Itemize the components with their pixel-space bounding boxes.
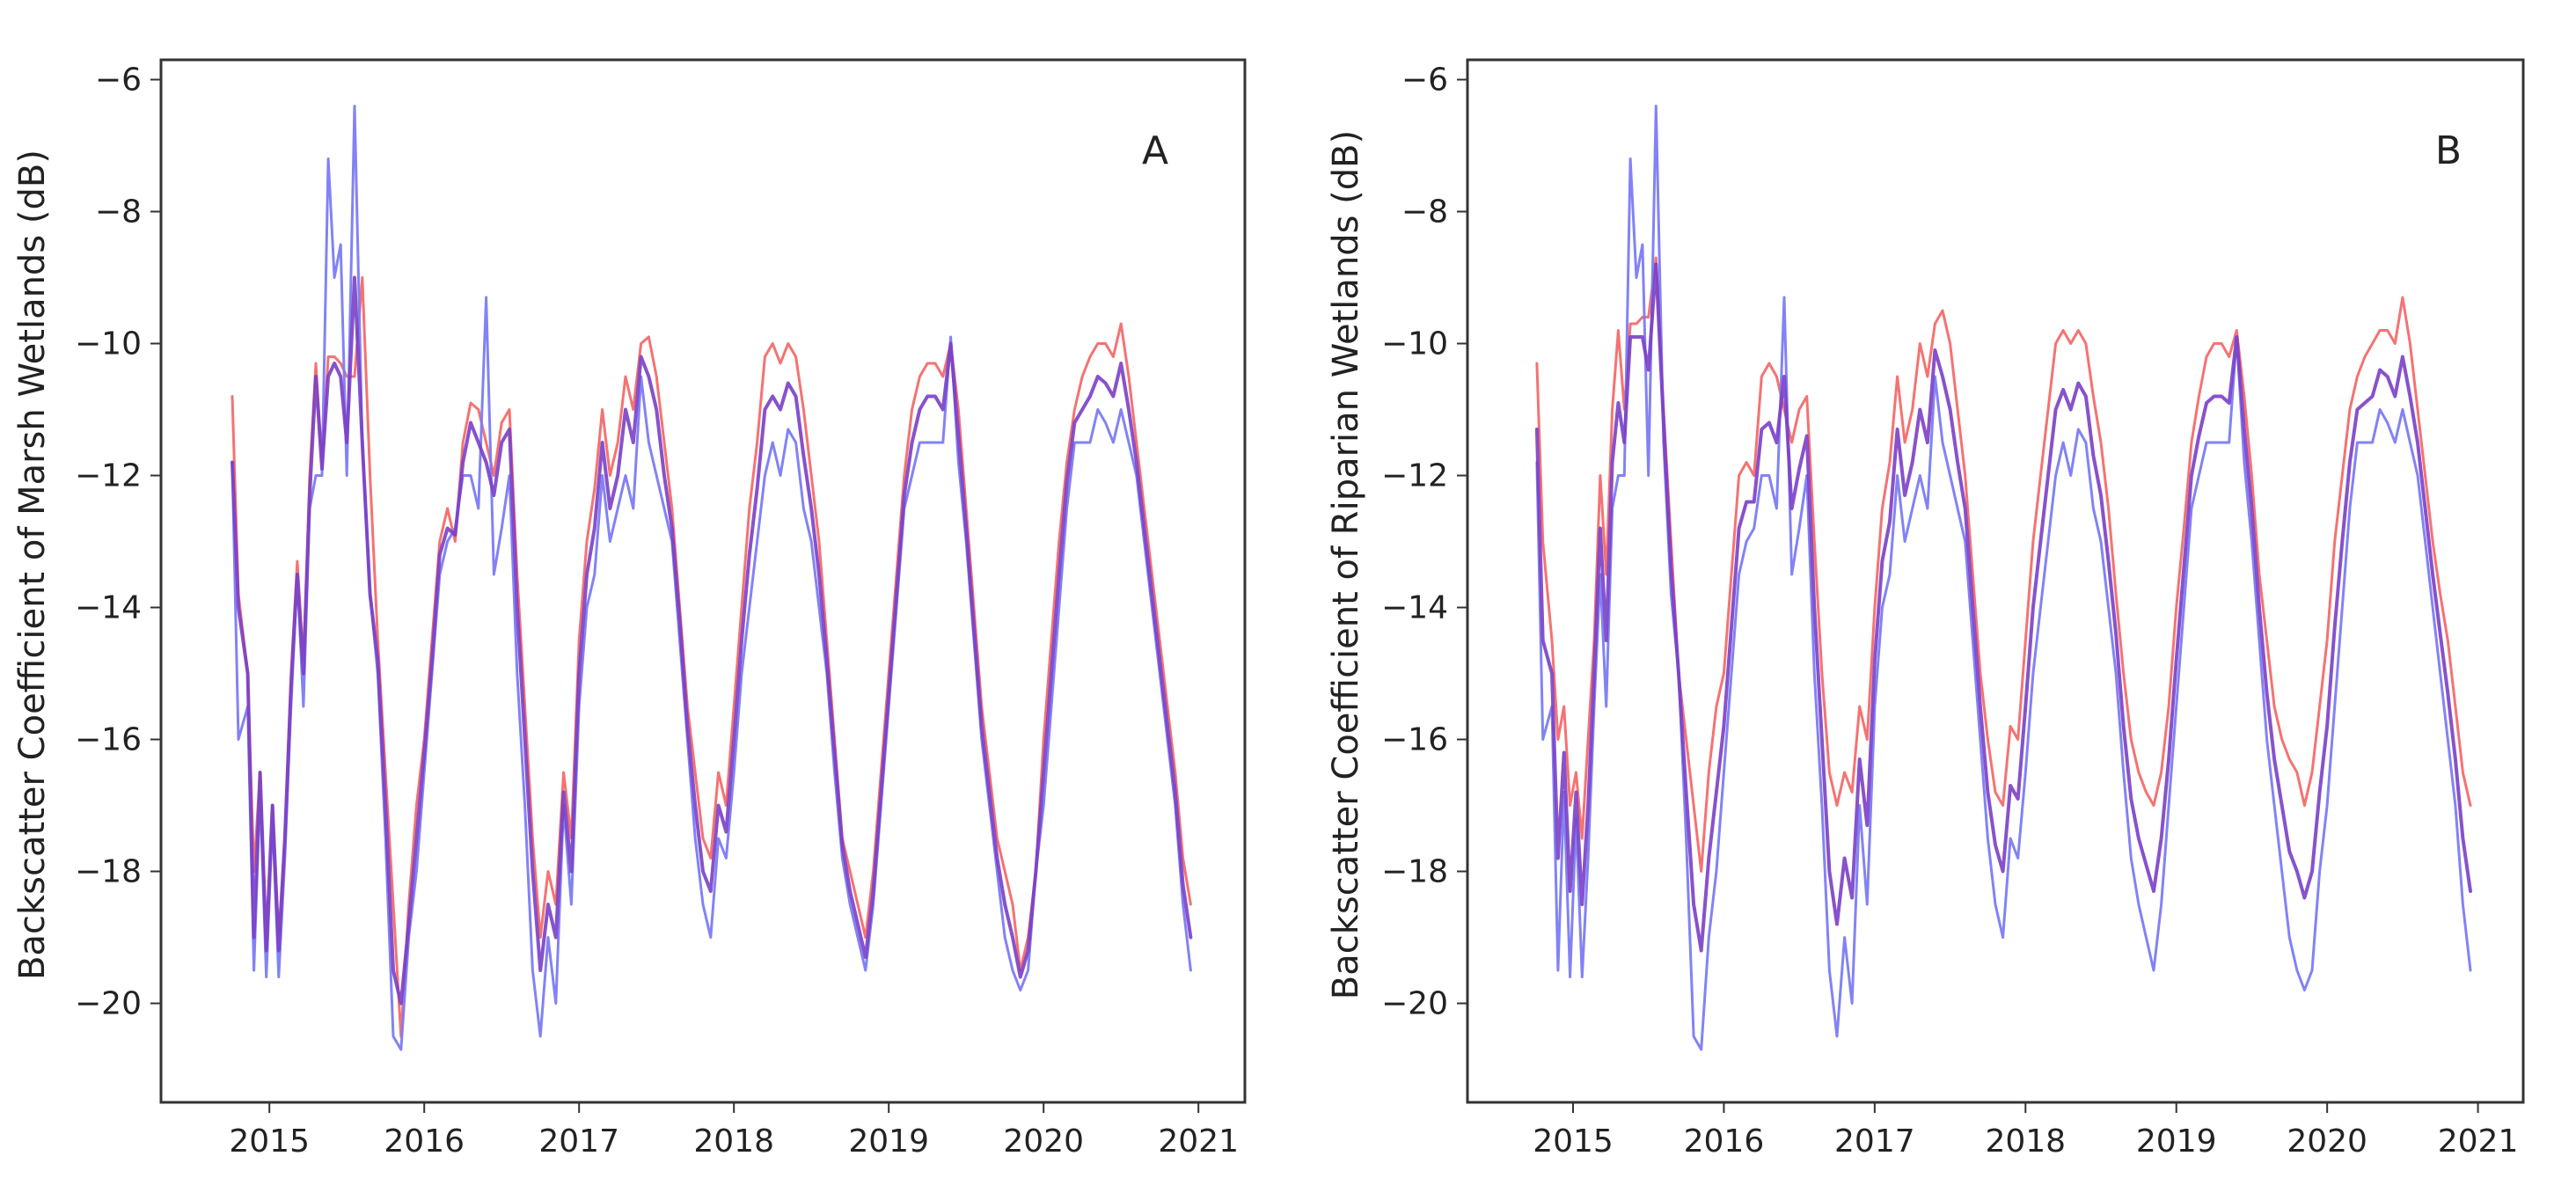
y-tick-label: −16 [75,722,142,758]
y-tick-label: −8 [1401,194,1448,230]
series-layer [1534,105,2472,1051]
x-tick-label: 2019 [2136,1123,2217,1160]
y-axis-title: Backscatter Coefficient of Riparian Wetl… [1326,130,1366,999]
axis-ticks: 2015 2016 2017 2018 2019 2020 2021 −20 −18 −16 −14… [75,62,1239,1160]
y-tick-label: −12 [1381,458,1448,494]
x-tick-label: 2015 [1533,1123,1614,1160]
x-tick-label: 2017 [538,1123,619,1160]
y-tick-label: −8 [95,194,142,230]
y-tick-label: −10 [75,326,142,362]
y-tick-label: −20 [1381,986,1448,1022]
plot-frame [1466,58,2525,1104]
plot-frame [159,58,1247,1104]
y-tick-label: −14 [1381,590,1448,626]
y-tick-label: −10 [1381,326,1448,362]
x-tick-label: 2016 [384,1123,465,1160]
y-tick-label: −6 [95,62,142,99]
panel-label: A [1142,128,1168,173]
panel-label: B [2435,128,2462,173]
y-tick-label: −6 [1401,62,1448,99]
series-line-blue [1535,105,2472,1051]
y-tick-label: −20 [75,986,142,1022]
axis-ticks: 2015 2016 2017 2018 2019 2020 2021 −20 −18 −16 −14… [1381,62,2518,1160]
series-layer [231,105,1193,1051]
y-axis-title: Backscatter Coefficient of Marsh Wetland… [12,150,53,980]
x-tick-label: 2017 [1834,1123,1915,1160]
y-tick-label: −18 [1381,854,1448,890]
x-tick-label: 2021 [1158,1123,1239,1160]
y-tick-label: −16 [1381,722,1448,758]
x-tick-label: 2020 [2287,1123,2367,1160]
series-line-purple [1534,262,2472,953]
x-tick-label: 2019 [848,1123,929,1160]
panel-b: Backscatter Coefficient of Riparian Wetl… [1326,58,2525,1160]
series-line-red [231,276,1192,1038]
series-line-purple [231,275,1193,1006]
y-tick-label: −14 [75,590,142,626]
x-tick-label: 2021 [2438,1123,2519,1160]
x-tick-label: 2018 [693,1123,774,1160]
x-tick-label: 2016 [1684,1123,1765,1160]
x-tick-label: 2015 [229,1123,310,1160]
y-tick-label: −12 [75,458,142,494]
x-tick-label: 2020 [1003,1123,1084,1160]
x-tick-label: 2018 [1985,1123,2066,1160]
y-tick-label: −18 [75,854,142,890]
panel-a: Backscatter Coefficient of Marsh Wetland… [12,58,1247,1160]
